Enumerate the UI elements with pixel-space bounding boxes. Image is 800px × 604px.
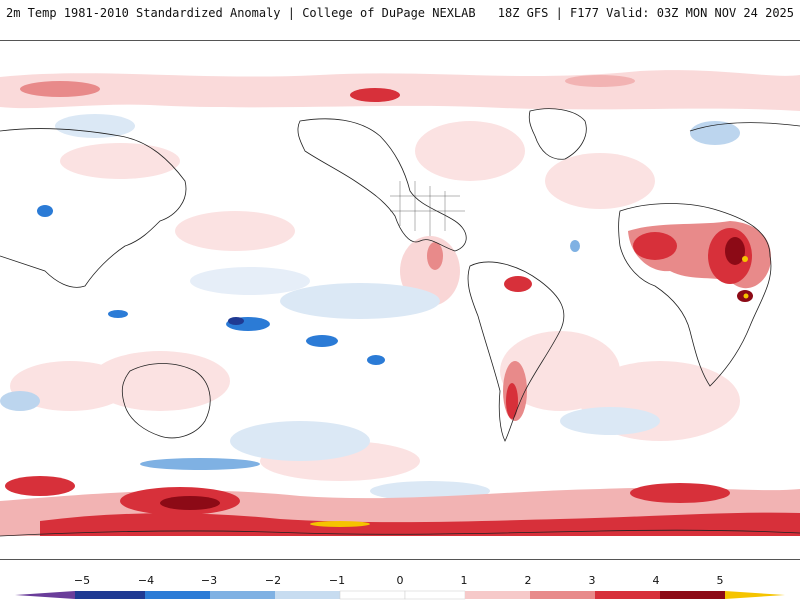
colorbar-legend: −5 −4 −3 −2 −1 0 1 2 3 4 5 — [0, 560, 800, 600]
header: 2m Temp 1981-2010 Standardized Anomaly |… — [0, 0, 800, 40]
colorbar-seg — [595, 591, 660, 599]
arctic-anomaly-1 — [20, 81, 100, 97]
map-svg — [0, 41, 800, 559]
anomaly-map — [0, 40, 800, 560]
coastlines — [0, 108, 800, 537]
colorbar-seg — [339, 590, 406, 600]
tick-label: −2 — [264, 574, 282, 587]
colorbar-seg — [530, 591, 595, 599]
tick-label: 1 — [460, 574, 468, 587]
colorbar-min-triangle — [15, 591, 75, 599]
colorbar-seg — [404, 590, 466, 600]
tick-label: −4 — [137, 574, 155, 587]
colorbar-seg — [660, 591, 725, 599]
arctic-anomaly-2 — [350, 88, 400, 102]
tick-label: 0 — [396, 574, 404, 587]
colorbar-seg — [465, 591, 530, 599]
colorbar-seg — [275, 591, 340, 599]
tick-label: 3 — [588, 574, 596, 587]
tick-label: −5 — [73, 574, 91, 587]
tick-label: 5 — [716, 574, 724, 587]
colorbar-seg — [210, 591, 275, 599]
colorbar-svg — [15, 590, 785, 600]
tick-label: −1 — [328, 574, 346, 587]
run-info: 18Z GFS | F177 Valid: 03Z MON NOV 24 202… — [497, 6, 794, 20]
arctic-anomaly-3 — [565, 75, 635, 87]
colorbar-max-triangle — [725, 591, 785, 599]
us-state-lines — [390, 181, 465, 236]
tick-label: −3 — [200, 574, 218, 587]
colorbar-seg — [75, 591, 145, 599]
map-title: 2m Temp 1981-2010 Standardized Anomaly |… — [6, 6, 476, 20]
colorbar-seg — [145, 591, 210, 599]
tick-label: 4 — [652, 574, 660, 587]
tick-label: 2 — [524, 574, 532, 587]
